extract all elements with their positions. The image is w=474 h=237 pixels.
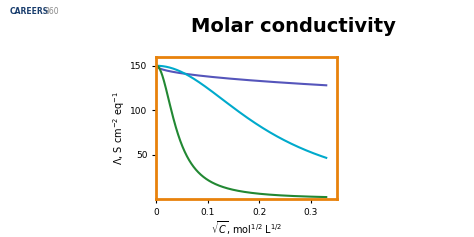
Y-axis label: $\Lambda$, S cm$^{-2}$ eq$^{-1}$: $\Lambda$, S cm$^{-2}$ eq$^{-1}$ xyxy=(111,91,128,165)
X-axis label: $\sqrt{C}$, mol$^{1/2}$ L$^{1/2}$: $\sqrt{C}$, mol$^{1/2}$ L$^{1/2}$ xyxy=(211,220,282,237)
Text: 360: 360 xyxy=(44,7,59,16)
Text: Molar conductivity: Molar conductivity xyxy=(191,17,396,36)
Text: CAREERS: CAREERS xyxy=(9,7,49,16)
